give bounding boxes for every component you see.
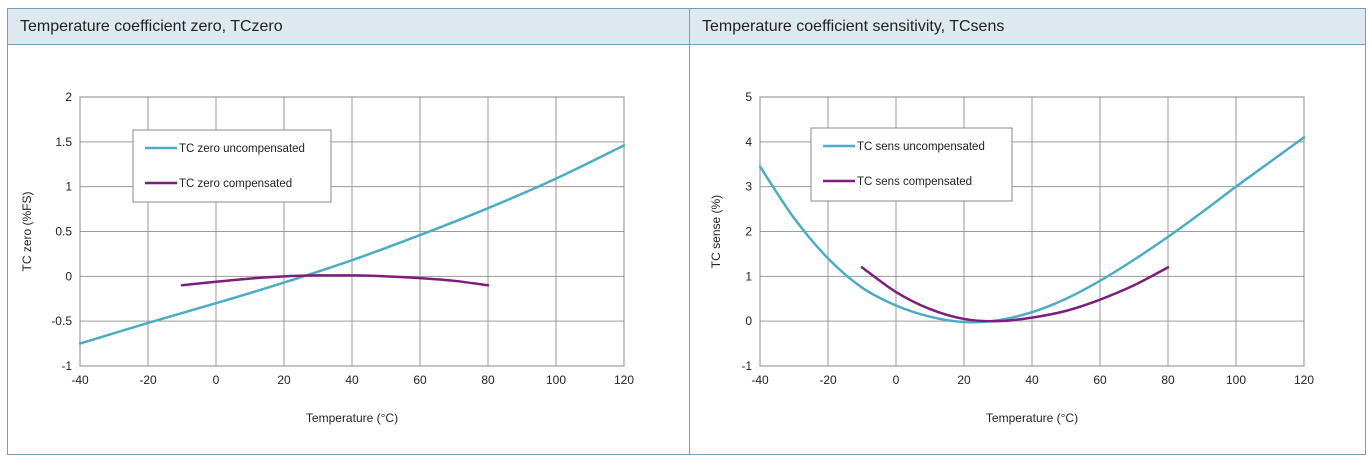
y-tick-label: 2 (745, 225, 752, 239)
legend-label: TC zero uncompensated (179, 143, 305, 155)
x-tick-label: 80 (481, 373, 495, 387)
x-tick-label: 100 (546, 373, 566, 387)
panel-title-right: Temperature coefficient sensitivity, TCs… (702, 18, 1005, 35)
x-tick-label: 40 (345, 373, 359, 387)
x-tick-label: 0 (213, 373, 220, 387)
series-line-uncompensated (758, 136, 1306, 324)
plot-area (79, 96, 625, 367)
y-axis-label: TC sense (%) (709, 195, 723, 268)
panel-header-left: Temperature coefficient zero, TCzero (8, 9, 689, 45)
y-tick-label: 5 (745, 90, 752, 104)
y-tick-label: 1.5 (55, 135, 72, 149)
y-tick-label: 2 (65, 90, 72, 104)
y-tick-label: -1 (741, 359, 752, 373)
legend: TC zero uncompensated TC zero compensated (132, 129, 332, 203)
x-tick-label: 60 (413, 373, 427, 387)
y-tick-label: -1 (61, 359, 72, 373)
chart-1: -40 -20 0 20 40 60 80 100 120 -1 -0.5 0 0.5 1 1.5 2 Temp… (20, 90, 634, 425)
x-tick-label: -20 (139, 373, 157, 387)
panel-header-right: Temperature coefficient sensitivity, TCs… (690, 9, 1365, 45)
y-tick-label: 1 (745, 269, 752, 283)
x-axis-label: Temperature (°C) (306, 411, 398, 425)
chart-frame (7, 8, 1366, 455)
y-tick-label: 0 (745, 314, 752, 328)
legend: TC sens uncompensated TC sens compensated (810, 127, 1013, 202)
y-tick-label: 4 (745, 135, 752, 149)
x-tick-label: -40 (751, 373, 769, 387)
x-tick-label: -40 (71, 373, 89, 387)
legend-label: TC sens uncompensated (857, 141, 985, 153)
y-tick-label: 0.5 (55, 225, 72, 239)
legend-box (810, 127, 1013, 202)
x-tick-label: 20 (957, 373, 971, 387)
x-tick-label: 80 (1161, 373, 1175, 387)
x-tick-label: 0 (893, 373, 900, 387)
plot-area (759, 96, 1305, 367)
x-axis-label: Temperature (°C) (986, 411, 1078, 425)
x-tick-label: 120 (1294, 373, 1314, 387)
panel-divider (689, 8, 690, 455)
y-tick-label: -0.5 (51, 314, 72, 328)
legend-label: TC zero compensated (179, 178, 292, 190)
x-tick-label: 100 (1226, 373, 1246, 387)
x-tick-label: 60 (1093, 373, 1107, 387)
legend-label: TC sens compensated (857, 176, 972, 188)
legend-box (132, 129, 332, 203)
x-tick-label: 40 (1025, 373, 1039, 387)
panel-title-left: Temperature coefficient zero, TCzero (20, 18, 283, 35)
series-line-uncompensated (78, 144, 626, 345)
y-tick-label: 3 (745, 180, 752, 194)
y-axis-label: TC zero (%FS) (20, 191, 34, 271)
series-line-compensated (180, 274, 490, 287)
y-tick-label: 1 (65, 180, 72, 194)
series-line-compensated (860, 266, 1170, 323)
x-tick-label: 20 (277, 373, 291, 387)
chart-2: -40 -20 0 20 40 60 80 100 120 -1 0 1 2 3 4 5 Temperature… (709, 90, 1314, 425)
y-tick-label: 0 (65, 269, 72, 283)
x-tick-label: -20 (819, 373, 837, 387)
x-tick-label: 120 (614, 373, 634, 387)
